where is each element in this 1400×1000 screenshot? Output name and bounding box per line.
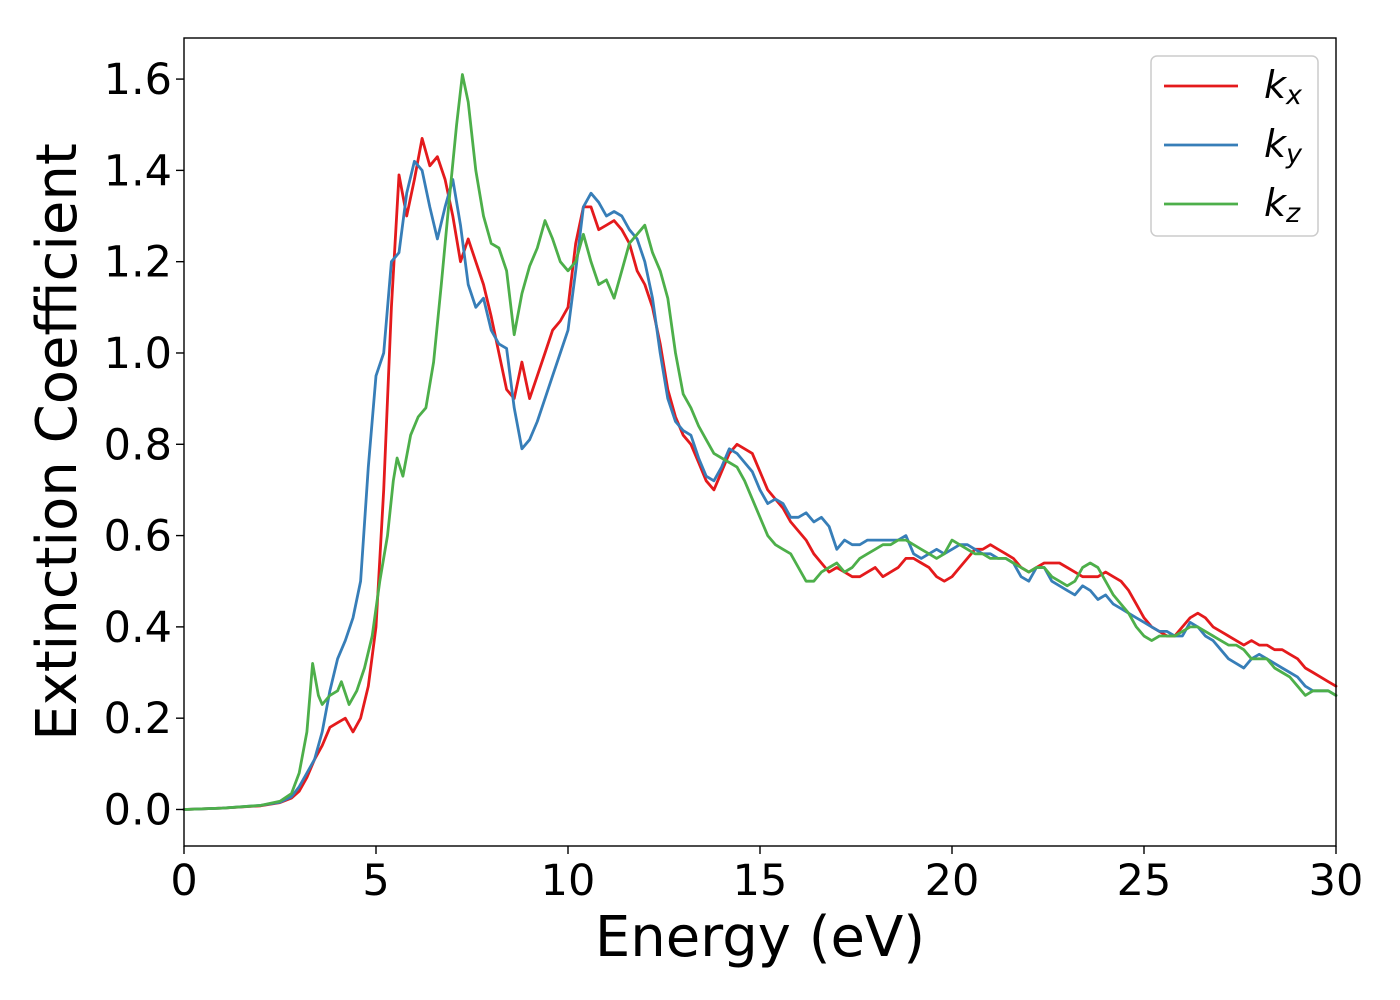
series-line-kx [182,137,1338,811]
series-line-ky [182,159,1338,811]
series-line-kz [182,73,1338,811]
y-tick-label: 0.2 [104,694,172,744]
x-axis-label: Energy (eV) [595,905,925,970]
y-axis-ticks: 0.0 0.2 0.4 0.6 0.8 1.0 1.2 1.4 1.6 [104,55,184,835]
y-tick-label: 0.8 [104,420,172,470]
x-tick-label: 15 [733,856,788,906]
y-tick-label: 1.2 [104,238,172,288]
y-tick-label: 0.0 [104,785,172,835]
y-tick-label: 1.0 [104,329,172,379]
series-layer [182,73,1338,811]
x-tick-label: 30 [1309,856,1364,906]
x-axis-ticks: 0 5 10 15 20 25 30 [170,846,1363,906]
x-tick-label: 25 [1117,856,1172,906]
legend-subscript-kz: z [1285,198,1301,229]
y-tick-label: 0.4 [104,603,172,653]
y-tick-label: 0.6 [104,512,172,562]
legend-subscript-ky: y [1285,139,1303,170]
x-tick-label: 10 [541,856,596,906]
y-tick-label: 1.6 [104,55,172,105]
x-tick-label: 0 [170,856,197,906]
x-tick-label: 5 [362,856,389,906]
y-axis-label: Extinction Coefficient [25,143,90,741]
y-tick-label: 1.4 [104,146,172,196]
x-tick-label: 20 [925,856,980,906]
legend-subscript-kx: x [1285,80,1303,111]
